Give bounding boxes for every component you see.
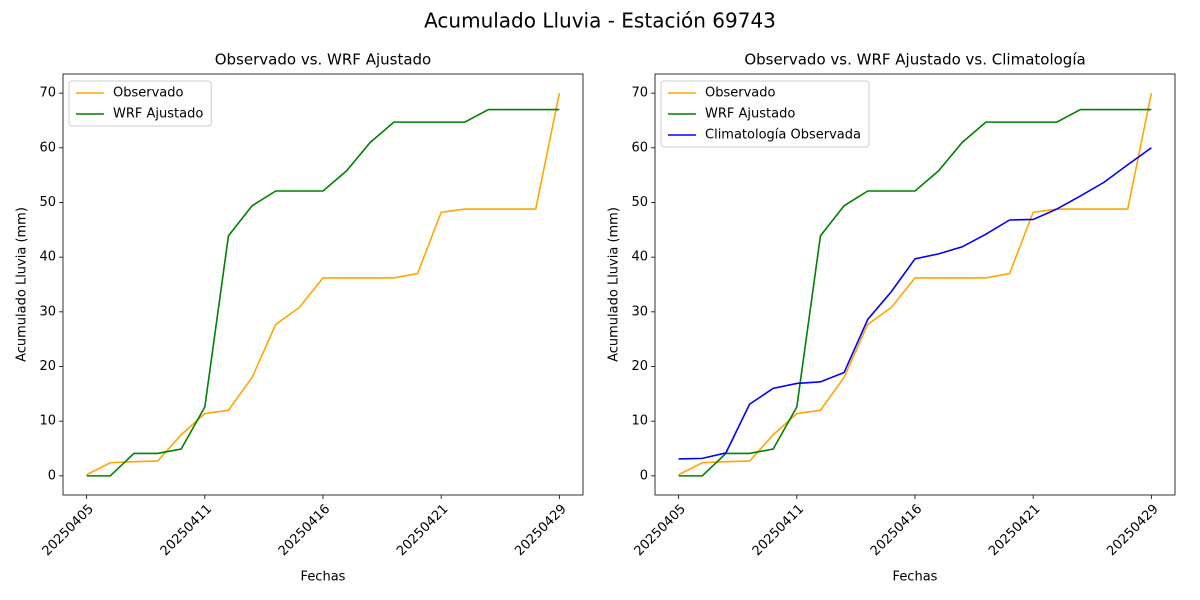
figure-title: Acumulado Lluvia - Estación 69743 <box>424 9 776 33</box>
series-line <box>678 92 1153 476</box>
x-axis-label: Fechas <box>893 570 938 585</box>
series-line <box>86 108 560 477</box>
legend: Observado WRF Ajustado <box>68 80 212 127</box>
y-tick-label: 0 <box>640 468 648 483</box>
chart-title: Observado vs. WRF Ajustado vs. Climatolo… <box>744 51 1085 69</box>
x-tick-label: 20250411 <box>750 502 807 559</box>
y-tick-label: 70 <box>39 86 56 101</box>
y-axis-label: Acumulado Lluvia (mm) <box>15 207 30 362</box>
legend-label: Climatología Observada <box>705 128 861 143</box>
x-tick-label: 20250416 <box>868 502 925 559</box>
series-line <box>678 147 1152 460</box>
legend-label: WRF Ajustado <box>705 107 795 122</box>
y-axis-label: Acumulado Lluvia (mm) <box>607 207 622 362</box>
legend-label: WRF Ajustado <box>113 107 203 122</box>
y-tick-label: 20 <box>39 359 56 374</box>
x-tick-label: 20250421 <box>394 502 451 559</box>
x-tick-label: 20250405 <box>40 502 97 559</box>
series-line <box>678 108 1152 477</box>
legend-label: Observado <box>705 86 776 101</box>
y-tick-label: 50 <box>39 195 56 210</box>
y-tick-label: 10 <box>39 414 56 429</box>
chart-title: Observado vs. WRF Ajustado <box>215 51 431 69</box>
y-tick-label: 0 <box>48 468 56 483</box>
y-tick-label: 30 <box>39 304 56 319</box>
legend-frame <box>660 80 870 148</box>
y-tick-label: 50 <box>631 195 648 210</box>
y-tick-label: 40 <box>39 250 56 265</box>
x-tick-label: 20250429 <box>512 502 569 559</box>
plot-frame <box>62 73 584 496</box>
y-tick-label: 20 <box>631 359 648 374</box>
series-line <box>86 92 561 476</box>
legend: Observado WRF Ajustado Climatología Observ… <box>660 80 870 148</box>
x-axis-label: Fechas <box>301 570 346 585</box>
y-tick-label: 70 <box>631 86 648 101</box>
legend-label: Observado <box>113 86 184 101</box>
y-tick-label: 40 <box>631 250 648 265</box>
x-tick-label: 20250411 <box>158 502 215 559</box>
y-tick-label: 30 <box>631 304 648 319</box>
x-tick-label: 20250405 <box>632 502 689 559</box>
y-tick-label: 10 <box>631 414 648 429</box>
x-tick-label: 20250416 <box>276 502 333 559</box>
x-tick-label: 20250421 <box>986 502 1043 559</box>
legend-frame <box>68 80 212 127</box>
y-tick-label: 60 <box>39 140 56 155</box>
y-tick-label: 60 <box>631 140 648 155</box>
x-tick-label: 20250429 <box>1104 502 1161 559</box>
